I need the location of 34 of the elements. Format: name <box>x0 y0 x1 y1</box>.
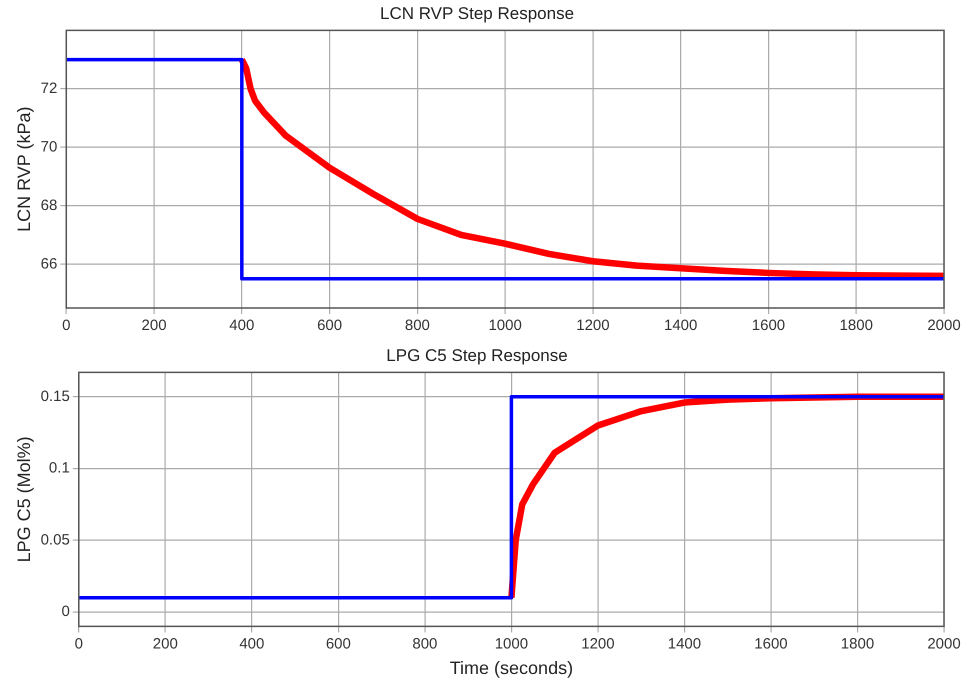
x-tick-label: 1800 <box>840 317 873 334</box>
y-axis-title: LCN RVP (kPa) <box>14 106 34 232</box>
y-axis-title: LPG C5 (Mol%) <box>14 436 34 562</box>
x-tick-label: 1200 <box>581 636 615 653</box>
x-tick-label: 800 <box>404 317 430 334</box>
y-tick-label: 68 <box>40 196 58 214</box>
x-tick-label: 600 <box>326 636 351 653</box>
y-tick-label: 72 <box>40 80 58 97</box>
x-tick-label: 1600 <box>752 317 786 334</box>
x-tick-label: 200 <box>142 317 167 334</box>
y-tick-label: 0.15 <box>40 388 70 405</box>
y-tick-label: 70 <box>40 138 58 156</box>
x-tick-label: 1000 <box>494 636 528 653</box>
x-tick-label: 1200 <box>576 317 610 334</box>
x-axis-title: Time (seconds) <box>450 658 574 678</box>
y-tick-label: 0.05 <box>40 531 70 548</box>
x-tick-label: 0 <box>74 636 83 653</box>
x-tick-label: 2000 <box>927 636 961 653</box>
x-tick-label: 600 <box>317 317 342 334</box>
x-tick-label: 400 <box>239 636 264 653</box>
y-tick-label: 66 <box>40 255 58 272</box>
x-tick-label: 1400 <box>664 317 698 334</box>
x-tick-label: 800 <box>412 636 438 653</box>
x-tick-label: 200 <box>152 636 178 653</box>
x-tick-label: 2000 <box>927 317 961 334</box>
y-tick-label: 0 <box>61 603 70 620</box>
chart-title: LPG C5 Step Response <box>386 346 568 365</box>
chart-title: LCN RVP Step Response <box>380 4 574 23</box>
x-tick-label: 1000 <box>488 317 522 334</box>
y-tick-label: 0.1 <box>48 460 70 477</box>
x-tick-label: 400 <box>229 317 254 334</box>
x-tick-label: 1400 <box>668 636 702 653</box>
x-tick-label: 1600 <box>754 636 788 653</box>
x-tick-label: 1800 <box>840 636 874 653</box>
